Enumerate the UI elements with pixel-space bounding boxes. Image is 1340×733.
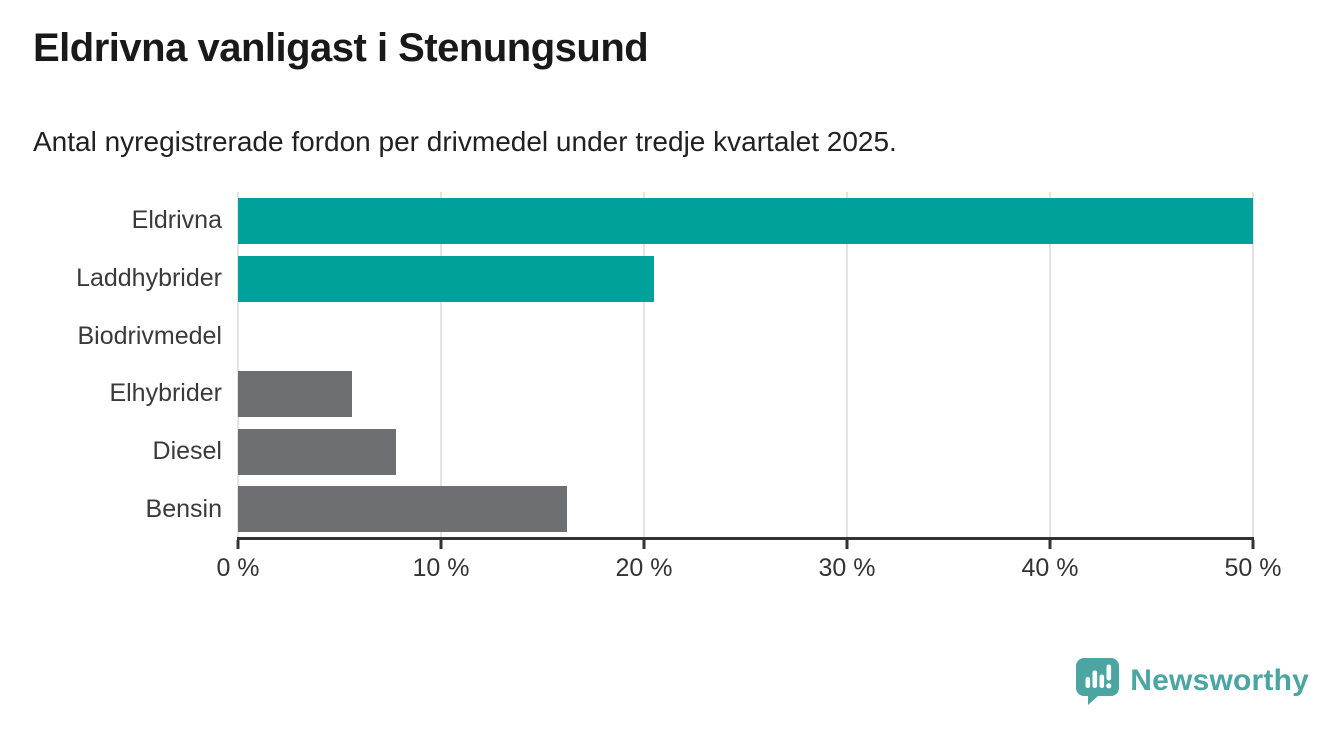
brand-name: Newsworthy (1130, 664, 1309, 697)
axis-tick (845, 540, 849, 549)
axis-tick-label: 40 % (1021, 554, 1079, 582)
newsworthy-logo-icon (1076, 658, 1120, 705)
axis-tick-label: 0 % (216, 554, 260, 582)
bar-row (238, 307, 1253, 365)
axis-tick (236, 540, 240, 549)
chart-subtitle: Antal nyregistrerade fordon per drivmede… (33, 126, 897, 157)
gridline (643, 192, 645, 538)
bar-row (238, 250, 1253, 308)
category-labels: Eldrivna Laddhybrider Biodrivmedel Elhybrid… (0, 192, 222, 538)
bar-row (238, 365, 1253, 423)
axis-tick-label: 50 % (1224, 554, 1282, 582)
bar-row (238, 423, 1253, 481)
bar (238, 428, 397, 475)
bar-row (238, 480, 1253, 538)
axis-tick-label: 10 % (412, 554, 470, 582)
category-label: Elhybrider (109, 379, 222, 408)
bar-chart: Eldrivna Laddhybrider Biodrivmedel Elhybrid… (0, 192, 1340, 612)
axis-tick (439, 540, 443, 549)
gridline (237, 192, 239, 538)
category-label: Laddhybrider (76, 264, 222, 292)
gridline (1049, 192, 1051, 538)
axis-tick-label: 30 % (818, 554, 876, 582)
gridline (440, 192, 442, 538)
axis-tick (642, 540, 646, 549)
chart-title: Eldrivna vanligast i Stenungsund (33, 26, 649, 70)
footer-branding: Newsworthy (1075, 657, 1309, 705)
plot-area: 0 % 10 % 20 % 30 % 40 % 50 % (216, 192, 1281, 582)
axis-tick (1048, 540, 1052, 549)
gridline (846, 192, 848, 538)
axis-tick-label: 20 % (615, 554, 673, 582)
category-label: Bensin (145, 494, 222, 523)
gridline (1252, 192, 1254, 538)
bar (238, 486, 567, 533)
category-label: Eldrivna (131, 206, 222, 235)
x-axis-line (237, 537, 1254, 540)
bar (238, 255, 655, 302)
bars-layer (238, 192, 1253, 538)
bar (238, 370, 352, 417)
axis-tick (1251, 540, 1255, 549)
category-label: Diesel (152, 437, 222, 466)
bar-row (238, 192, 1253, 250)
bar (238, 197, 1253, 244)
category-label: Biodrivmedel (77, 321, 222, 350)
